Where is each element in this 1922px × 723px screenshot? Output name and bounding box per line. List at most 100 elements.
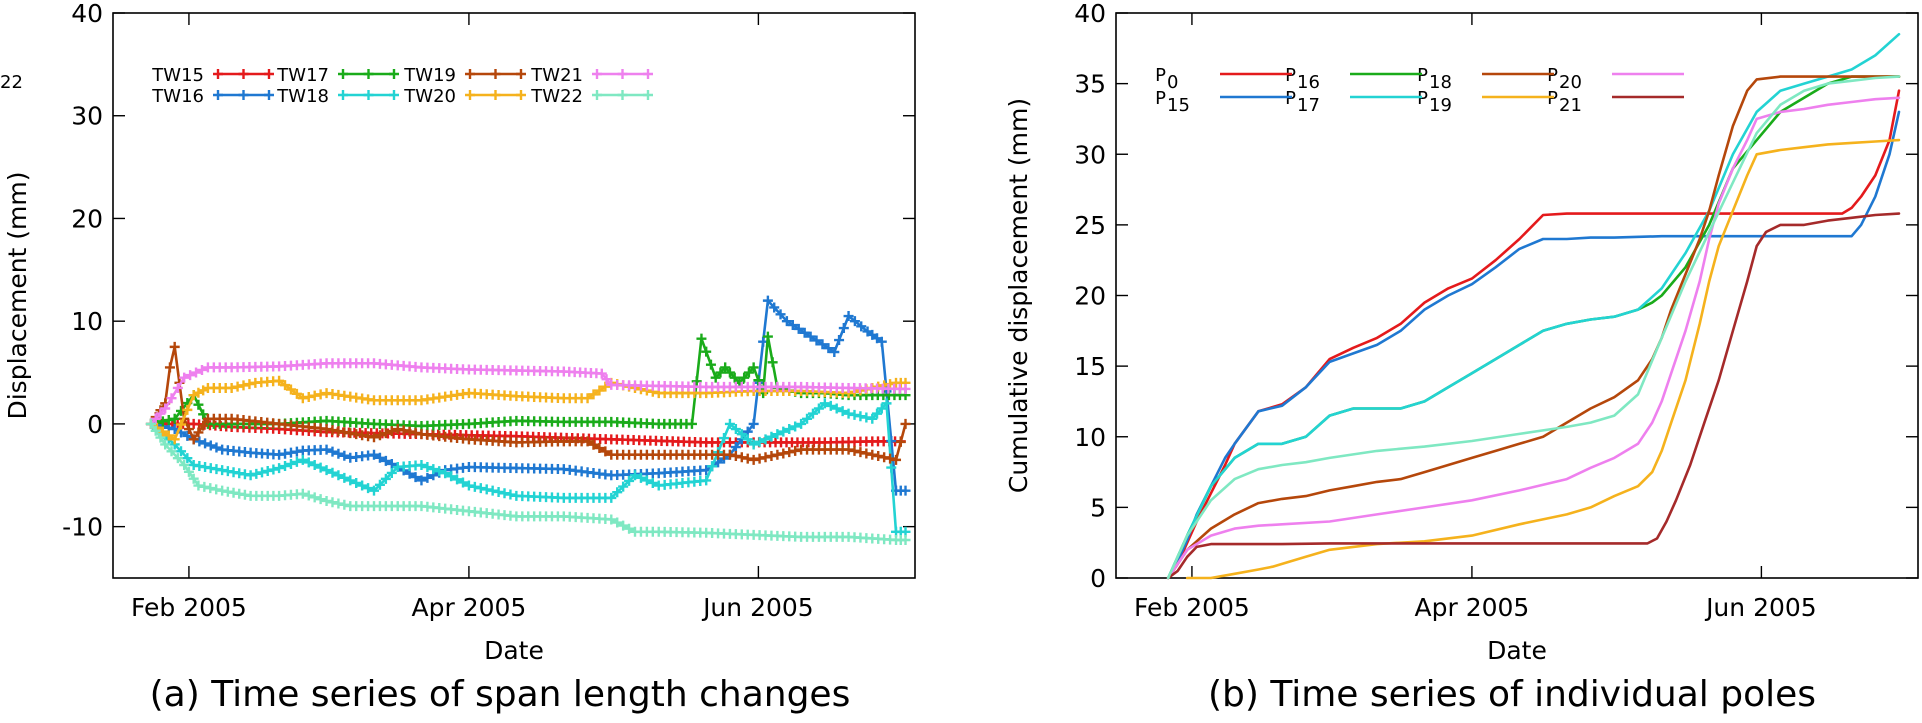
data-point-tw17: [157, 416, 168, 427]
data-point-tw19: [410, 427, 421, 438]
legend-label: P: [1547, 88, 1558, 109]
data-point-tw18: [380, 473, 391, 484]
data-point-tw18: [855, 411, 866, 422]
data-point-tw18: [505, 489, 516, 500]
legend-marker: [617, 90, 628, 100]
data-point-tw17: [163, 415, 174, 426]
data-point-tw16: [410, 472, 421, 483]
data-point-tw21: [900, 383, 911, 394]
data-point-tw22: [333, 498, 344, 509]
data-point-tw18: [469, 481, 480, 492]
data-point-tw22: [606, 514, 617, 525]
data-point-tw18: [357, 480, 368, 491]
y-tick-label: 40: [1074, 0, 1106, 28]
series-line-p15: [1166, 110, 1901, 580]
legend-marker: [516, 90, 526, 100]
data-point-tw16: [374, 452, 385, 463]
data-point-tw18: [872, 408, 883, 419]
y-tick-label: 5: [1090, 493, 1106, 522]
chart-a-span-length: -10 0 10 20 30 40 Feb 2005 Apr 2005 Jun 2005 Date…: [3, 0, 916, 715]
legend-label: TW19: [403, 65, 456, 86]
legend-marker: [238, 90, 249, 100]
data-point-tw19: [885, 453, 896, 464]
data-point-tw18: [274, 463, 285, 474]
data-point-tw17: [767, 357, 778, 368]
data-point-tw16: [876, 336, 887, 347]
legend-marker: [490, 90, 501, 100]
data-point-tw19: [594, 443, 605, 454]
data-point-tw20: [285, 384, 296, 395]
data-point-tw16: [834, 335, 845, 346]
legend-label-subscript: 21: [1559, 95, 1582, 116]
data-point-tw20: [226, 382, 237, 393]
legend-marker: [592, 69, 602, 79]
data-point-tw19: [724, 449, 735, 460]
data-point-tw22: [145, 418, 156, 429]
data-point-tw18: [630, 470, 641, 481]
data-point-tw17: [724, 367, 735, 378]
data-point-tw18: [819, 398, 830, 409]
data-point-tw22: [179, 460, 190, 470]
data-point-tw19: [404, 426, 415, 437]
data-point-tw19: [380, 428, 391, 439]
data-point-tw19: [588, 439, 599, 450]
data-point-tw18: [182, 453, 193, 464]
data-point-tw18: [499, 488, 510, 499]
data-point-tw22: [172, 453, 183, 464]
data-point-tw18: [754, 436, 765, 447]
data-point-tw19: [784, 447, 795, 458]
data-point-tw18: [813, 403, 824, 414]
series-line-p19: [1185, 138, 1901, 580]
data-point-tw21: [596, 368, 607, 379]
data-point-tw18: [718, 433, 729, 444]
legend-marker: [617, 69, 628, 79]
data-point-tw20: [232, 381, 243, 392]
data-point-tw18: [457, 477, 468, 488]
data-point-tw22: [188, 473, 199, 484]
data-point-tw18: [422, 462, 433, 473]
data-point-tw18: [440, 468, 451, 479]
data-point-tw18: [843, 408, 854, 419]
data-point-tw18: [268, 464, 279, 475]
y-axis-label: Cumulative displacement (mm): [1004, 98, 1033, 493]
x-tick-label: Apr 2005: [412, 593, 527, 622]
series-line-p17: [1166, 32, 1901, 580]
data-point-tw19: [849, 445, 860, 456]
legend-label: TW15: [151, 65, 204, 86]
data-point-tw21: [179, 372, 190, 383]
data-point-tw16: [823, 343, 834, 354]
figure-caption: (b) Time series of individual poles: [1208, 674, 1816, 715]
data-point-tw18: [760, 434, 771, 445]
series-line-p21: [1166, 212, 1901, 580]
data-point-tw19: [900, 418, 911, 429]
data-point-tw21: [601, 374, 612, 385]
data-point-tw18: [262, 465, 273, 476]
data-point-tw22: [183, 466, 194, 477]
data-point-tw17: [715, 367, 726, 378]
y-tick-label: 40: [71, 0, 103, 28]
series-line-p0: [1166, 89, 1901, 580]
data-point-tw17: [739, 372, 750, 383]
data-point-tw20: [297, 393, 308, 404]
data-point-tw18: [463, 480, 474, 491]
data-point-tw19: [398, 425, 409, 436]
data-point-tw16: [775, 309, 786, 320]
data-point-tw18: [624, 475, 635, 486]
data-point-tw16: [211, 442, 222, 453]
data-point-tw18: [446, 471, 457, 482]
data-point-tw18: [825, 400, 836, 411]
data-point-tw16: [769, 302, 780, 313]
data-point-tw22: [321, 495, 332, 506]
data-point-tw19: [748, 454, 759, 465]
data-point-tw19: [188, 434, 199, 445]
data-point-tw17: [729, 372, 740, 383]
data-point-tw18: [345, 475, 356, 486]
legend-label-subscript: 18: [1429, 72, 1452, 93]
data-point-tw18: [245, 470, 256, 481]
legend-label: P: [1285, 65, 1296, 86]
data-point-tw16: [886, 436, 897, 447]
legend-label: P: [1417, 88, 1428, 109]
legend-marker: [338, 90, 348, 100]
data-point-tw22: [339, 499, 350, 510]
data-point-tw20: [169, 434, 180, 445]
